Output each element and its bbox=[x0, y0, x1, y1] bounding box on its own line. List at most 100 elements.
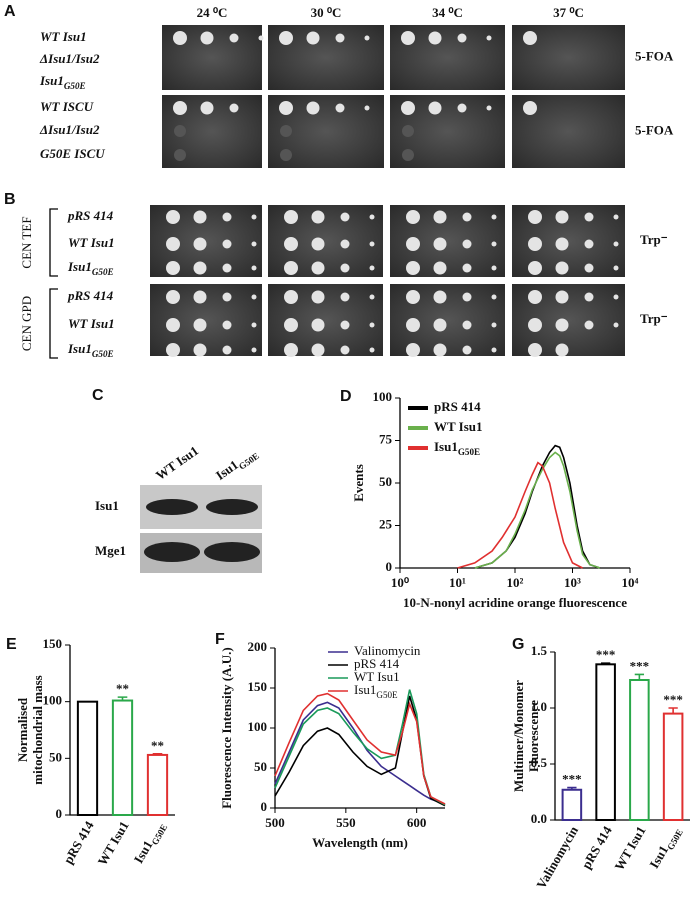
colony-spot bbox=[491, 322, 497, 328]
y-axis-label: Fluorescence Intensity (A.U.) bbox=[219, 647, 234, 809]
colony-spot bbox=[462, 292, 472, 302]
colony-spot bbox=[491, 347, 497, 353]
blot-row-label: Mge1 bbox=[95, 543, 126, 558]
medium-label: Trp⁻ bbox=[640, 311, 668, 326]
colony-spot bbox=[401, 101, 415, 115]
significance: ** bbox=[116, 681, 129, 696]
colony-spot bbox=[462, 263, 472, 273]
label-text: Valinomycin bbox=[354, 643, 421, 658]
colony-spot bbox=[193, 237, 207, 251]
y-tick-label: 100 bbox=[248, 719, 268, 734]
bar bbox=[111, 699, 134, 816]
lane-label: Isu1G50E bbox=[213, 444, 261, 485]
x-tick-label: 500 bbox=[265, 815, 285, 830]
bracket bbox=[49, 208, 58, 277]
y-axis-label: Normalised bbox=[15, 697, 30, 762]
colony-spot bbox=[173, 31, 187, 45]
x-tick-label: Isu1G50E bbox=[131, 818, 170, 867]
colony-spot bbox=[555, 237, 569, 251]
data-line bbox=[274, 695, 446, 807]
legend-label: Valinomycin bbox=[354, 643, 421, 658]
bar bbox=[76, 700, 99, 817]
medium-label: 5-FOA bbox=[635, 122, 674, 137]
colony-spot bbox=[523, 31, 537, 45]
panel-label: G bbox=[512, 636, 524, 653]
colony-spot bbox=[340, 239, 350, 249]
panel-label: E bbox=[6, 636, 17, 653]
label-subscript: G50E bbox=[64, 81, 86, 91]
label-text: Isu1 bbox=[434, 439, 458, 454]
colony-spot bbox=[200, 31, 214, 45]
y-tick-label: 0 bbox=[386, 559, 393, 574]
colony-spot bbox=[284, 343, 298, 357]
bar bbox=[629, 679, 650, 821]
x-tick-label: Isu1G50E bbox=[646, 823, 685, 872]
colony-spot bbox=[340, 212, 350, 222]
x-tick-label: 600 bbox=[407, 815, 427, 830]
strain-label: WT Isu1 bbox=[68, 235, 115, 250]
y-tick-label: 50 bbox=[254, 759, 267, 774]
label-text: ΔIsu1/Isu2 bbox=[39, 51, 100, 66]
colony-spot bbox=[462, 345, 472, 355]
label-subscript: G50E bbox=[458, 447, 480, 457]
colony-spot bbox=[491, 294, 497, 300]
strain-label: Isu1G50E bbox=[39, 73, 86, 91]
x-tick-label: 10⁴ bbox=[622, 575, 639, 590]
blot-band bbox=[206, 499, 258, 515]
colony-spot bbox=[462, 320, 472, 330]
colony-spot bbox=[613, 214, 619, 220]
colony-spot bbox=[193, 210, 207, 224]
data-line bbox=[274, 692, 446, 805]
colony-spot bbox=[433, 237, 447, 251]
label-text: pRS 414 bbox=[67, 208, 114, 223]
colony-spot bbox=[193, 290, 207, 304]
strain-label: Isu1G50E bbox=[67, 341, 114, 359]
y-tick-label: 50 bbox=[49, 749, 62, 764]
colony-spot bbox=[284, 237, 298, 251]
strain-label: ΔIsu1/Isu2 bbox=[39, 122, 100, 137]
colony-spot bbox=[364, 35, 370, 41]
label-subscript: G50E bbox=[376, 690, 398, 700]
label-text: G50E ISCU bbox=[40, 146, 105, 161]
colony-spot bbox=[335, 33, 345, 43]
label-text: WT Isu1 bbox=[434, 419, 483, 434]
colony-spot bbox=[486, 105, 492, 111]
colony-spot bbox=[369, 265, 375, 271]
x-tick-label: 10³ bbox=[564, 575, 581, 590]
colony-spot bbox=[311, 237, 325, 251]
blot-band bbox=[204, 542, 260, 562]
y-axis-label: Multimer/Monomer bbox=[511, 680, 526, 792]
strain-label: WT Isu1 bbox=[68, 316, 115, 331]
y-tick-label: 0.0 bbox=[531, 811, 547, 826]
label-text: pRS 414 bbox=[60, 818, 97, 866]
colony-spot bbox=[433, 261, 447, 275]
x-axis-label: 10-N-nonyl acridine orange fluorescence bbox=[403, 595, 627, 610]
label-text: Isu1 bbox=[354, 682, 376, 697]
y-tick-label: 75 bbox=[379, 431, 393, 446]
panel-label: A bbox=[4, 3, 16, 20]
label-text: ΔIsu1/Isu2 bbox=[39, 122, 100, 137]
legend-label: pRS 414 bbox=[434, 399, 481, 414]
x-tick-label: 10¹ bbox=[449, 575, 466, 590]
error-bar bbox=[634, 673, 645, 680]
colony-spot bbox=[311, 343, 325, 357]
significance: *** bbox=[562, 772, 582, 787]
label-text: Valinomycin bbox=[533, 823, 581, 891]
y-tick-label: 100 bbox=[43, 693, 63, 708]
temperature-label: 37 ⁰C bbox=[553, 5, 584, 20]
strain-label: pRS 414 bbox=[67, 288, 114, 303]
colony-spot bbox=[555, 261, 569, 275]
colony-spot bbox=[428, 31, 442, 45]
colony-spot bbox=[369, 214, 375, 220]
colony-spot bbox=[462, 212, 472, 222]
colony-spot bbox=[433, 343, 447, 357]
y-axis-label: mitochondrial mass bbox=[30, 675, 45, 784]
label-text: Isu1 bbox=[67, 259, 92, 274]
colony-spot bbox=[406, 237, 420, 251]
colony-spot bbox=[340, 320, 350, 330]
colony-spot bbox=[340, 263, 350, 273]
colony-spot bbox=[406, 210, 420, 224]
y-tick-label: 25 bbox=[379, 516, 393, 531]
